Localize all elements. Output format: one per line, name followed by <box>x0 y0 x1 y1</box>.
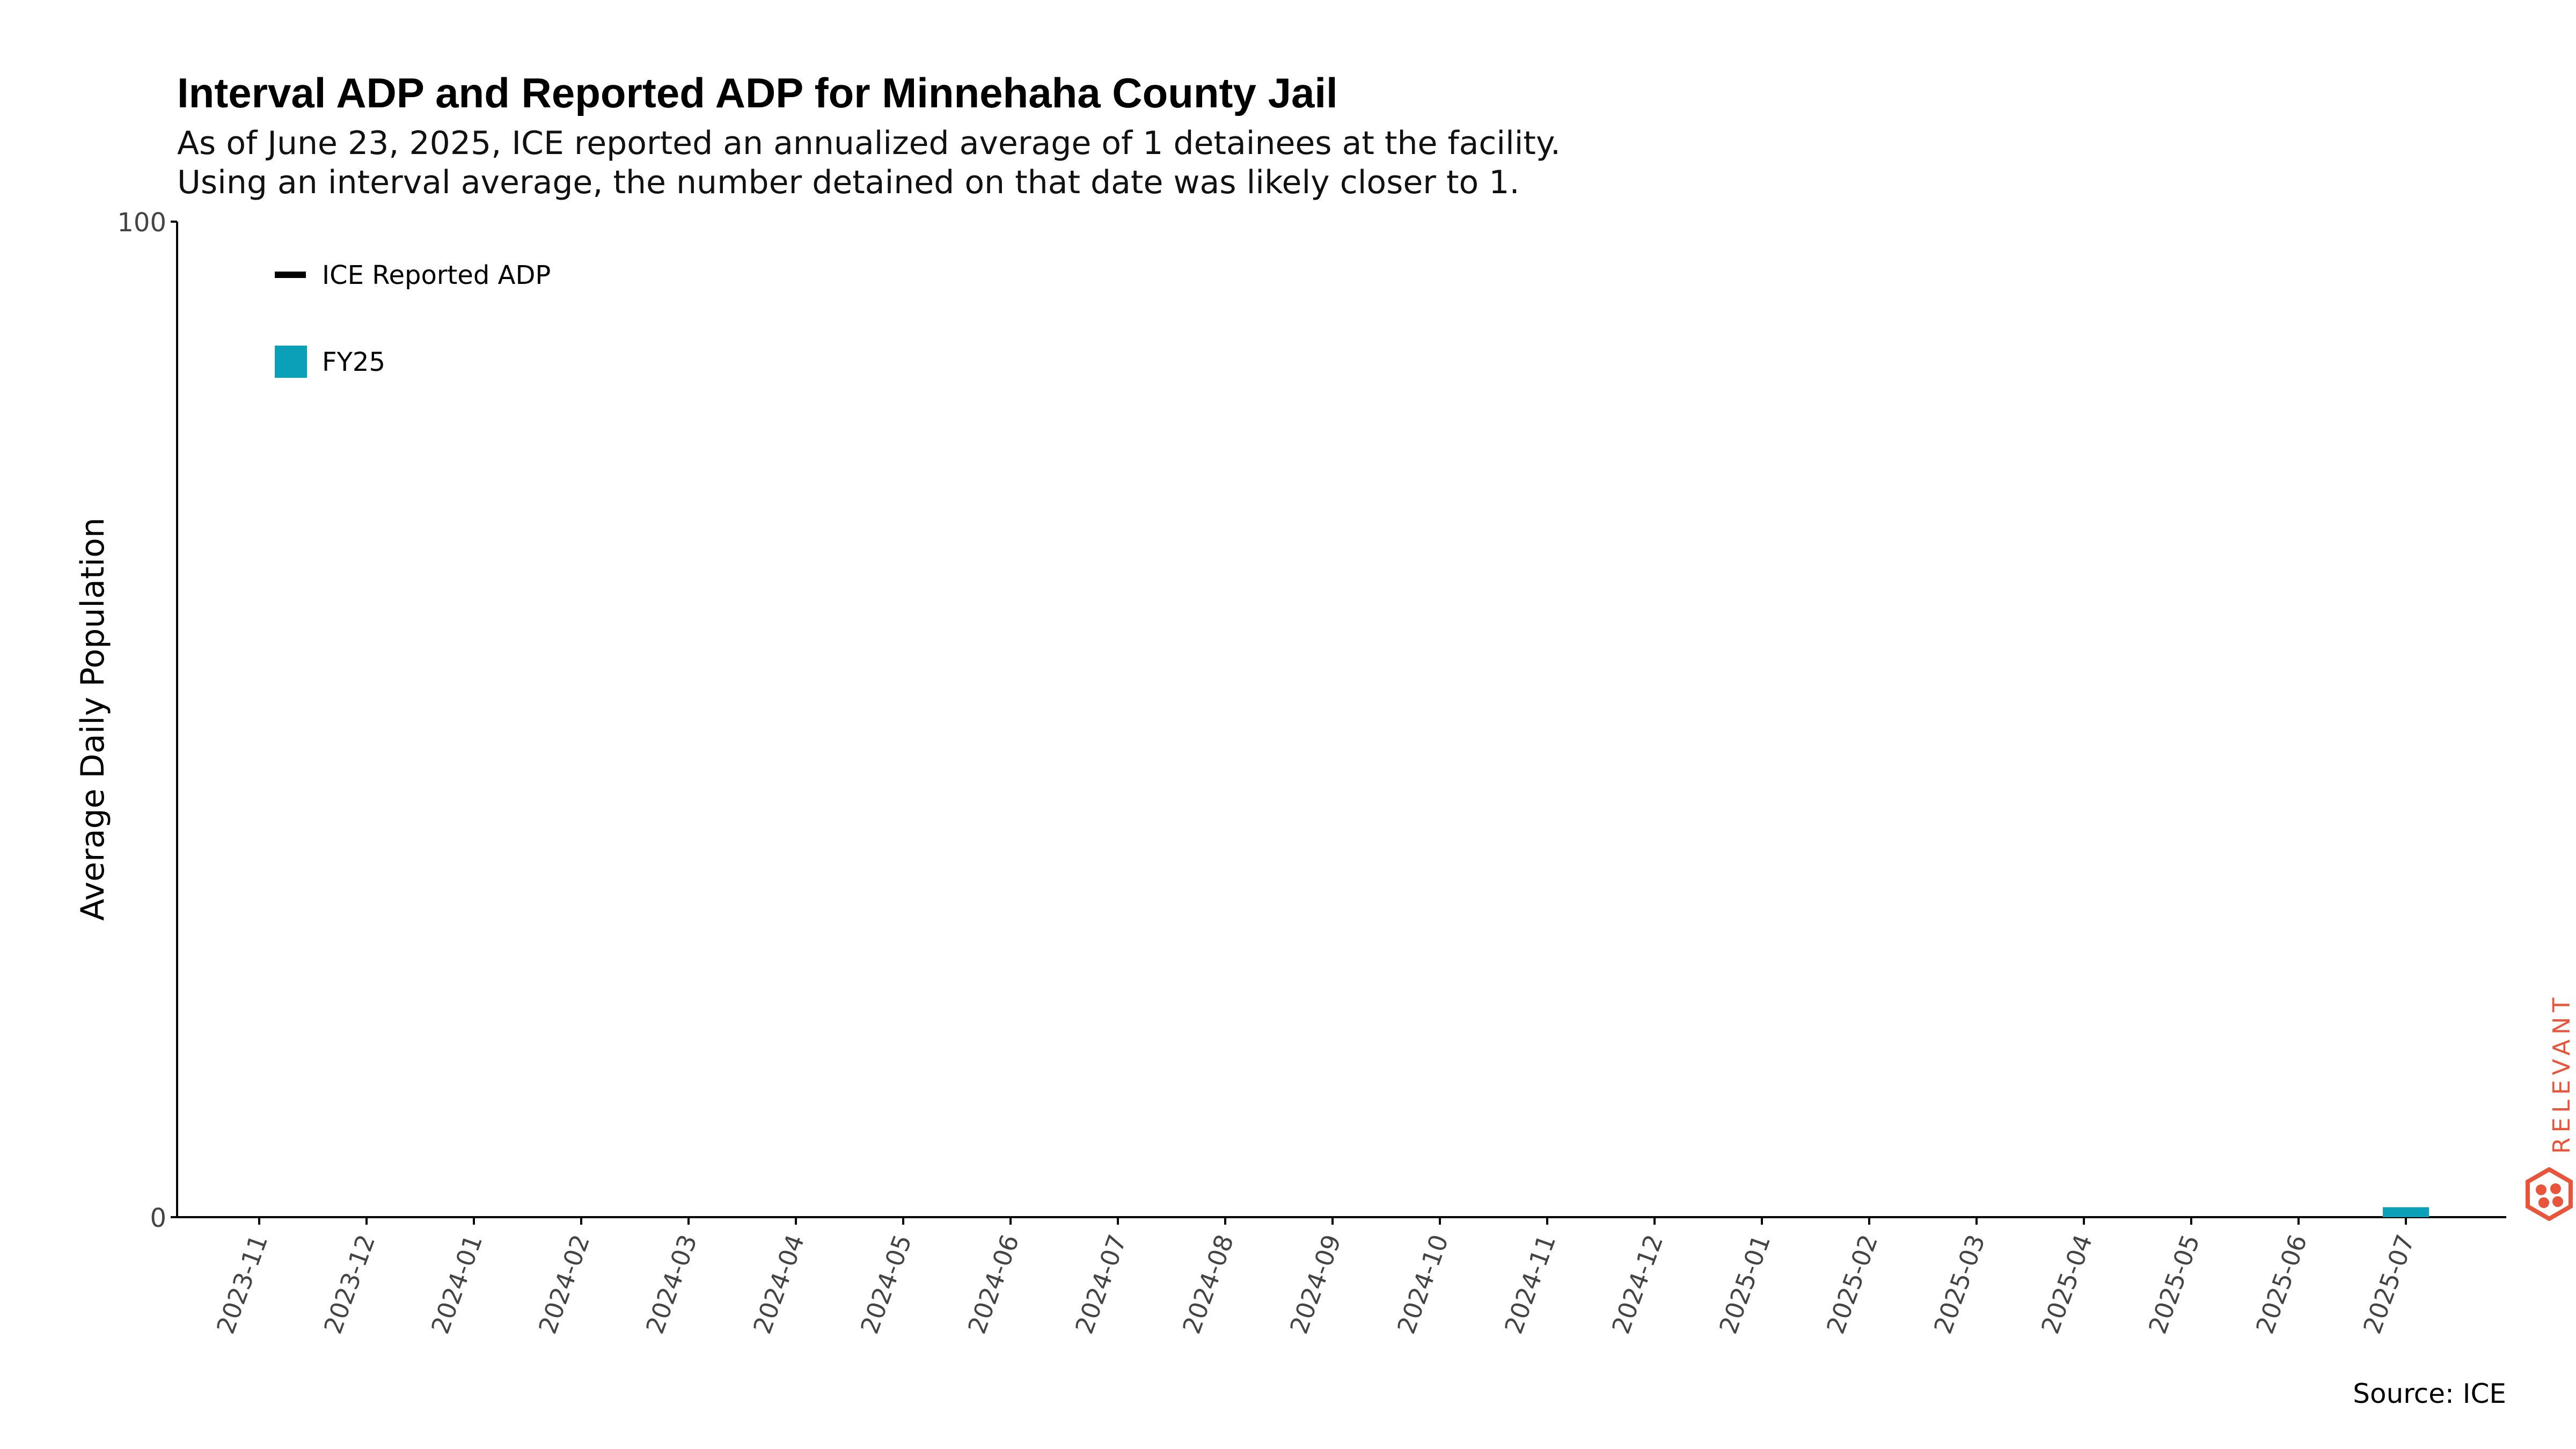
x-tick-label: 2024-08 <box>1177 1231 1239 1337</box>
bar-fy25 <box>2383 1207 2429 1217</box>
x-tick-label: 2025-02 <box>1821 1231 1883 1337</box>
chart-title: Interval ADP and Reported ADP for Minneh… <box>177 69 1338 116</box>
x-tick-label: 2024-03 <box>640 1231 702 1337</box>
x-tick-label: 2023-11 <box>211 1231 273 1337</box>
axes <box>176 222 2506 1218</box>
legend-line-swatch <box>275 272 306 278</box>
x-tick-label: 2024-04 <box>748 1231 810 1337</box>
legend-label: FY25 <box>322 347 385 377</box>
chart-subtitle-line-1: As of June 23, 2025, ICE reported an ann… <box>177 125 1561 162</box>
x-tick-label: 2024-07 <box>1070 1231 1132 1337</box>
x-tick-label: 2024-06 <box>962 1231 1024 1337</box>
y-axis-label: Average Daily Population <box>74 517 112 921</box>
x-tick-label: 2024-11 <box>1499 1231 1561 1337</box>
legend: ICE Reported ADP FY25 <box>275 260 551 378</box>
x-axis-ticks: 2023-11 2023-12 2024-01 2024-02 2024-03 2024-… <box>211 1217 2420 1337</box>
legend-square-swatch <box>275 346 307 378</box>
legend-label: ICE Reported ADP <box>322 260 551 290</box>
y-tick-label: 100 <box>117 208 166 238</box>
x-tick-label: 2025-04 <box>2036 1231 2098 1337</box>
x-tick-label: 2025-07 <box>2358 1231 2420 1337</box>
y-axis-ticks: 0 100 <box>117 208 177 1233</box>
x-tick-label: 2025-03 <box>1928 1231 1990 1337</box>
x-tick-label: 2024-12 <box>1606 1231 1668 1337</box>
source-note: Source: ICE <box>2353 1378 2506 1409</box>
x-tick-label: 2025-05 <box>2143 1231 2205 1337</box>
y-tick-label: 0 <box>150 1203 166 1233</box>
chart-subtitle-line-2: Using an interval average, the number de… <box>177 164 1520 201</box>
x-tick-label: 2024-01 <box>426 1231 488 1337</box>
brand-logo-icon <box>2526 1167 2573 1221</box>
x-tick-label: 2024-09 <box>1284 1231 1346 1337</box>
x-tick-label: 2025-06 <box>2250 1231 2312 1337</box>
x-tick-label: 2023-12 <box>318 1231 380 1337</box>
x-tick-label: 2024-10 <box>1392 1231 1454 1337</box>
bars <box>2383 1207 2429 1217</box>
brand-line-1: RELEVANT <box>2548 993 2575 1154</box>
brand-text: RELEVANT RESEARCH <box>2548 989 2576 1154</box>
x-tick-label: 2025-01 <box>1714 1231 1776 1337</box>
x-tick-label: 2024-02 <box>533 1231 595 1337</box>
brand-watermark: RELEVANT RESEARCH <box>2522 989 2576 1224</box>
x-tick-label: 2024-05 <box>855 1231 917 1337</box>
